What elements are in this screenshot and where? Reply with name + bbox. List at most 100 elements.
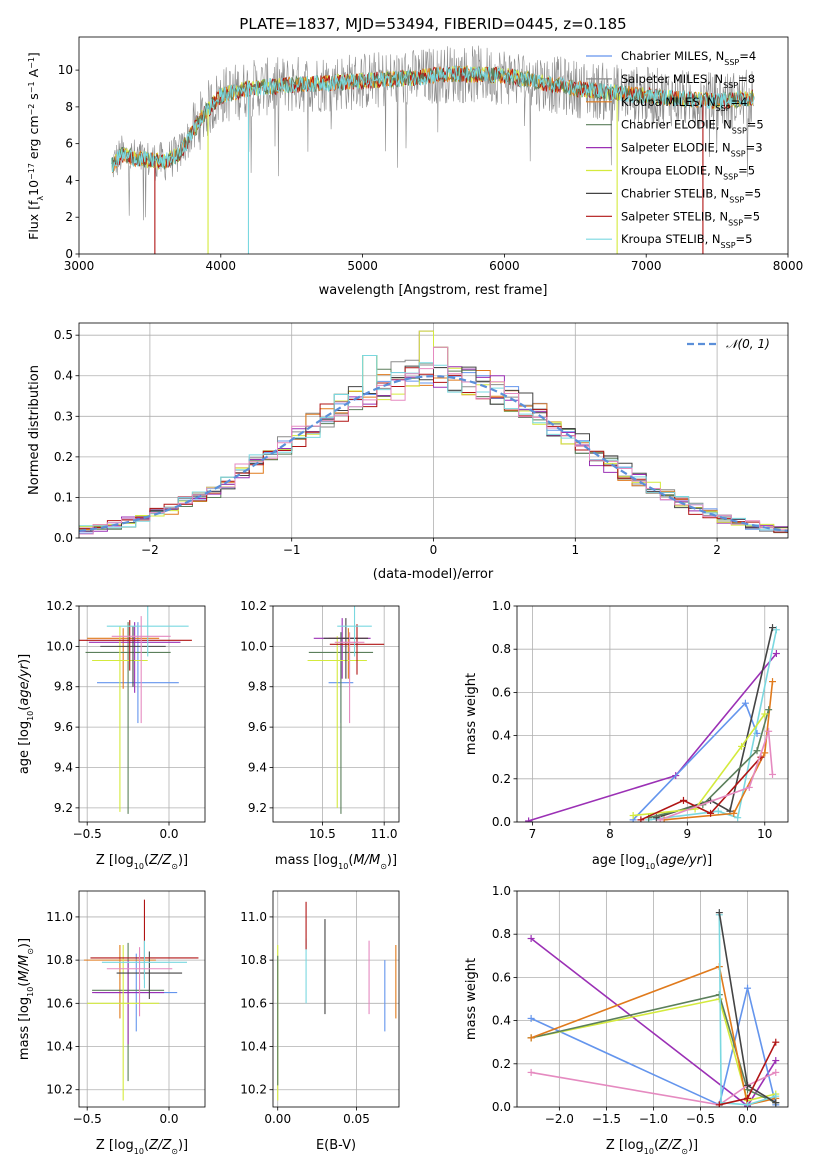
legend-entry: 𝒩(0, 1) (726, 337, 770, 351)
errorbar-point (83, 945, 156, 1019)
y-tick-label: 0.8 (492, 642, 511, 656)
x-tick-label: 0.0 (159, 827, 178, 841)
y-tick-label: 0.4 (492, 729, 511, 743)
errorbar-point (85, 622, 171, 814)
x-tick-label: −0.5 (686, 1112, 715, 1126)
mass-weight-series (645, 626, 780, 822)
y-tick-label: 10.2 (240, 1083, 267, 1097)
y-tick-label: 9.8 (54, 680, 73, 694)
y-tick-label: 9.2 (248, 801, 267, 815)
mass-weight-series (656, 727, 777, 822)
x-axis-label: Z [log10(Z/Z⊙)] (96, 1138, 188, 1156)
errorbar-point (308, 632, 374, 814)
legend-entry: Kroupa ELODIE, NSSP=5 (621, 164, 755, 182)
y-tick-label: 9.4 (54, 760, 73, 774)
x-tick-label: 0.00 (264, 1112, 291, 1126)
errorbar-point (307, 636, 367, 808)
legend-entry: Kroupa STELIB, NSSP=5 (621, 232, 752, 250)
y-tick-label: 0.6 (492, 685, 511, 699)
legend-entry: Salpeter STELIB, NSSP=5 (621, 209, 760, 227)
x-tick-label: 0.0 (159, 1112, 178, 1126)
axes-mass_vs_Z: −0.5 0.0 10.2 10.4 10.6 10.8 11.0 (46, 890, 206, 1126)
y-axis-label: Normed distribution (27, 365, 42, 495)
x-tick-label: −0.5 (73, 827, 102, 841)
x-tick-label: −1.0 (639, 1112, 668, 1126)
figure-title: PLATE=1837, MJD=53494, FIBERID=0445, z=0… (239, 15, 626, 33)
y-tick-label: 10.2 (46, 1083, 73, 1097)
errorbar-point (87, 628, 160, 689)
x-axis-label: (data-model)/error (373, 567, 494, 582)
errorbar-point (101, 940, 187, 989)
x-tick-label: 10 (757, 827, 772, 841)
y-tick-label: 0.0 (492, 815, 511, 829)
x-tick-label: 7000 (631, 259, 662, 273)
y-tick-label: 0.2 (492, 772, 511, 786)
x-tick-label: 0.05 (343, 1112, 370, 1126)
axes-frame (78, 36, 789, 255)
y-tick-label: 10.0 (240, 639, 267, 653)
plot-area (527, 909, 780, 1107)
y-tick-label: 10.6 (46, 996, 73, 1010)
y-tick-label: 0 (65, 247, 73, 261)
mass-weight-series (715, 909, 780, 1107)
x-axis-label: age [log10(age/yr)] (592, 853, 712, 871)
plot-area (525, 624, 780, 822)
y-tick-label: 0.8 (492, 927, 511, 941)
grid (517, 605, 788, 823)
y-tick-label: 10 (58, 63, 73, 77)
legend-entry: Kroupa MILES, NSSP=4 (621, 95, 747, 113)
grid (273, 891, 399, 1107)
y-tick-label: 10.0 (46, 639, 73, 653)
plot-area (307, 606, 385, 814)
x-tick-label: −0.5 (73, 1112, 102, 1126)
y-tick-label: 0.4 (492, 1014, 511, 1028)
y-tick-label: 0.0 (54, 531, 73, 545)
axes-residuals: −2 −1 0 1 2 0.0 0.1 0.2 0.3 0.4 0.5 (54, 322, 789, 557)
x-tick-label: −2 (141, 543, 159, 557)
x-axis-label: Z [log10(Z/Z⊙)] (606, 1138, 698, 1156)
y-tick-label: 0.3 (54, 409, 73, 423)
y-tick-label: 0.4 (54, 369, 73, 383)
y-axis-label: Flux [fλ10−17 erg cm−2 s−1 A−1] (26, 52, 45, 240)
y-axis-label: mass [log10(M/M⊙)] (17, 938, 35, 1060)
x-tick-label: 7 (529, 827, 537, 841)
errorbar-point (88, 622, 181, 693)
mass-weight-series (660, 678, 777, 822)
errorbar-point (100, 626, 166, 687)
x-tick-label: 0 (430, 543, 438, 557)
x-axis-label: Z [log10(Z/Z⊙)] (96, 853, 188, 871)
y-tick-label: 9.6 (54, 720, 73, 734)
errorbar-point (106, 947, 173, 1017)
axes-frame (516, 890, 789, 1108)
errorbar-point (116, 951, 183, 999)
errorbar-point (106, 606, 189, 657)
x-tick-label: 5000 (347, 259, 378, 273)
grid (79, 891, 205, 1107)
y-tick-label: 8 (65, 100, 73, 114)
errorbar-point (111, 616, 171, 724)
axes-mass_weight_vs_Z: −2.0 −1.5 −1.0 −0.5 0.0 0.0 0.2 0.4 0.6 0.8 1.0 (492, 884, 789, 1126)
mass-weight-series (629, 710, 769, 820)
y-tick-label: 1.0 (492, 599, 511, 613)
plot-area (79, 330, 788, 538)
x-tick-label: 11.0 (371, 827, 398, 841)
plot-area (79, 606, 192, 814)
x-tick-label: −1.5 (592, 1112, 621, 1126)
x-tick-label: 3000 (64, 259, 95, 273)
x-tick-label: −2.0 (545, 1112, 574, 1126)
y-tick-label: 9.6 (248, 720, 267, 734)
x-tick-label: 1 (571, 543, 579, 557)
axes-mass_vs_ebv: 0.00 0.05 10.2 10.4 10.6 10.8 11.0 (240, 890, 400, 1126)
errorbar-point (329, 624, 385, 675)
legend-entry: Chabrier ELODIE, NSSP=5 (621, 118, 764, 136)
y-axis-label: mass weight (464, 958, 479, 1040)
errorbar-point (92, 626, 148, 812)
x-tick-label: 0.0 (738, 1112, 757, 1126)
axes-frame (516, 605, 789, 823)
plot-area (111, 45, 755, 254)
x-tick-label: 2 (713, 543, 721, 557)
y-axis-label: mass weight (464, 673, 479, 755)
x-tick-label: 8 (606, 827, 614, 841)
x-tick-label: 9 (684, 827, 692, 841)
y-tick-label: 0.1 (54, 490, 73, 504)
